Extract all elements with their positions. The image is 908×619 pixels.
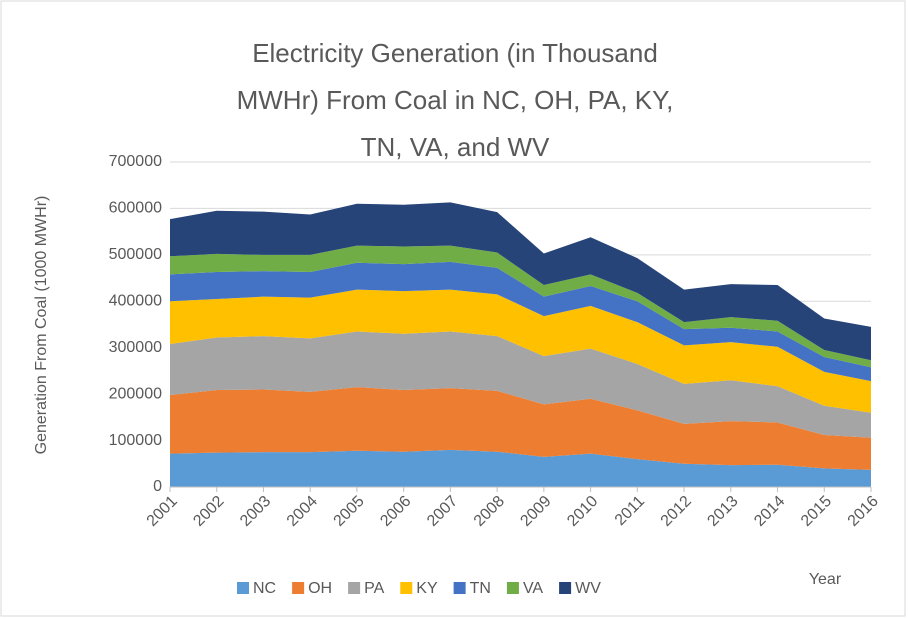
legend-label: VA: [523, 580, 543, 597]
chart-title: Electricity Generation (in Thousand MWHr…: [236, 38, 674, 162]
x-tick-label: 2003: [237, 493, 274, 530]
y-tick-label: 600000: [109, 200, 162, 217]
area: [170, 289, 871, 413]
y-tick-label: 0: [153, 478, 162, 495]
x-tick-label: 2005: [331, 493, 368, 530]
area: [170, 202, 871, 361]
x-tick-label: 2015: [798, 493, 835, 530]
y-axis-label: Generation From Coal (1000 MWHr): [33, 196, 50, 455]
y-tick-label: 300000: [109, 339, 162, 356]
y-tick-label: 400000: [109, 293, 162, 310]
legend-swatch: [292, 582, 305, 594]
legend-swatch: [348, 582, 361, 594]
legend-swatch: [453, 582, 466, 594]
legend-label: OH: [308, 580, 332, 597]
area: [170, 261, 871, 382]
y-tick-label: 700000: [109, 153, 162, 170]
y-tick-label: 100000: [109, 432, 162, 449]
x-tick-label: 2014: [751, 493, 788, 530]
area: [170, 387, 871, 470]
legend-swatch: [559, 582, 572, 594]
legend-label: KY: [416, 580, 438, 597]
y-tick-label: 200000: [109, 385, 162, 402]
x-tick-label: 2008: [471, 493, 508, 530]
x-axis-label: Year: [809, 571, 842, 588]
x-tick-label: 2007: [424, 493, 461, 530]
legend-label: TN: [470, 580, 491, 597]
x-tick-label: 2011: [612, 493, 648, 529]
x-tick-label: 2009: [517, 493, 554, 530]
area: [170, 245, 871, 368]
x-tick-label: 2006: [377, 493, 414, 530]
legend-label: NC: [253, 580, 276, 597]
x-tick-label: 2001: [144, 493, 181, 530]
x-tick-label: 2013: [704, 493, 741, 530]
legend-swatch: [506, 582, 519, 594]
x-tick-label: 2002: [190, 493, 227, 530]
x-tick-label: 2010: [564, 493, 601, 530]
legend-swatch: [400, 582, 413, 594]
legend-label: PA: [364, 580, 384, 597]
legend-swatch: [237, 582, 249, 594]
x-tick-label: 2004: [284, 493, 321, 530]
x-tick-label: 2016: [845, 493, 882, 530]
area: [170, 331, 871, 438]
x-tick-label: 2012: [658, 493, 695, 530]
legend-label: WV: [575, 580, 601, 597]
area: [170, 449, 871, 487]
y-tick-label: 500000: [109, 246, 162, 263]
